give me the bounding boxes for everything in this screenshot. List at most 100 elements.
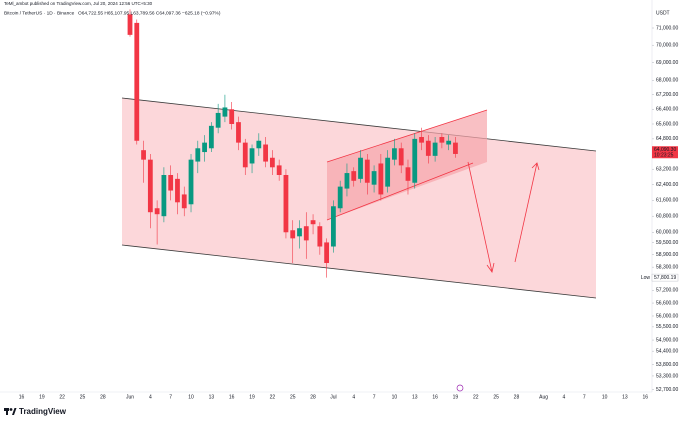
countdown: 10:23:25 [654, 152, 674, 158]
y-tick-label: 59,500.00 [656, 240, 678, 246]
y-tick-label: 57,200.00 [656, 288, 678, 294]
x-tick-label: 7 [373, 394, 376, 400]
candle-body [141, 150, 146, 160]
candle-body [371, 171, 377, 185]
candle-body [385, 157, 391, 187]
x-tick-label: 16 [229, 394, 235, 400]
x-tick-label: 19 [453, 394, 459, 400]
candle-body [405, 167, 411, 181]
candle-body [317, 226, 323, 247]
candle-body [269, 157, 275, 168]
x-tick-label: Aug [539, 394, 548, 400]
wedge-bottom [326, 162, 474, 221]
candle-body [453, 142, 458, 154]
x-tick-label: 25 [80, 394, 86, 400]
channel-top [121, 97, 597, 152]
candle-body [181, 194, 187, 209]
x-tick-label: 19 [249, 394, 255, 400]
candle-body [134, 22, 140, 141]
candle-body [256, 140, 262, 149]
candle-body [127, 14, 133, 35]
x-tick-label: 7 [583, 394, 586, 400]
y-tick-label: 52,700.00 [656, 387, 678, 393]
candle-body [364, 159, 370, 183]
y-tick-label: 63,200.00 [656, 167, 678, 173]
y-tick-label: 65,600.00 [656, 121, 678, 127]
wedge-top [326, 109, 488, 163]
y-tick-label: 62,400.00 [656, 182, 678, 188]
event-icon[interactable] [456, 384, 464, 392]
candle-body [276, 165, 282, 175]
y-tick-label: 58,300.00 [656, 264, 678, 270]
projection-arrows [467, 161, 540, 273]
candle-body [337, 186, 343, 209]
candle-body [215, 112, 221, 128]
x-tick-label: 4 [563, 394, 566, 400]
x-tick-label: 25 [493, 394, 499, 400]
brand-name: TradingView [19, 407, 67, 416]
y-tick-label: 66,400.00 [656, 107, 678, 113]
x-tick-label: 28 [310, 394, 316, 400]
brand-logo [4, 408, 17, 415]
x-tick-label: 13 [412, 394, 418, 400]
last-price: 64,090.30 [654, 147, 676, 153]
candle-body [154, 208, 160, 215]
low-marker-label: 57,800.19 [654, 275, 676, 281]
x-tick-label: 13 [622, 394, 628, 400]
candle-body [175, 178, 180, 203]
candle-body [168, 174, 174, 191]
y-tick-label: 53,800.00 [656, 362, 678, 368]
x-tick-label: 16 [19, 394, 25, 400]
x-tick-label: Jun [126, 394, 134, 400]
ohlc: O64,722.55 H65,107.95 L63,789.56 C64,097… [78, 10, 221, 16]
x-tick-label: 28 [100, 394, 106, 400]
y-tick-label: 61,600.00 [656, 198, 678, 204]
y-tick-label: 67,200.00 [656, 92, 678, 98]
candle-body [331, 206, 336, 247]
currency: USDT [656, 10, 670, 16]
candle-body [412, 138, 418, 183]
candles [127, 9, 458, 278]
low-marker-box [651, 273, 679, 282]
x-tick-label: 10 [602, 394, 608, 400]
candle-body [263, 144, 268, 162]
x-tick-label: 16 [642, 394, 648, 400]
y-tick-label: 68,000.00 [656, 78, 678, 84]
published-note: TeMl_ambot published on TradingView.com,… [4, 1, 153, 6]
candle-body [202, 142, 207, 153]
x-tick-label: Jul [330, 394, 336, 400]
candle-body [432, 142, 438, 156]
x-tick-label: 28 [514, 394, 520, 400]
candle-body [290, 230, 296, 239]
candle-body [208, 125, 214, 149]
channel-bottom [121, 244, 597, 299]
x-tick-label: 16 [432, 394, 438, 400]
x-tick-label: 22 [270, 394, 276, 400]
y-tick-label: 55,500.00 [656, 324, 678, 330]
y-tick-label: 58,900.00 [656, 252, 678, 258]
x-tick-label: 7 [169, 394, 172, 400]
x-tick-label: 10 [188, 394, 194, 400]
candle-body [303, 226, 309, 241]
y-tick-label: 70,000.00 [656, 43, 678, 49]
candle-body [310, 220, 316, 225]
candle-body [195, 148, 201, 162]
x-tick-label: 13 [209, 394, 215, 400]
y-tick-label: 53,300.00 [656, 373, 678, 379]
low-marker-text: Low [641, 275, 651, 281]
candle-body [222, 107, 228, 117]
candle-body [446, 140, 452, 145]
candle-body [378, 163, 384, 195]
y-tick-label: 54,900.00 [656, 337, 678, 343]
y-tick-label: 71,000.00 [656, 25, 678, 31]
candle-body [297, 228, 302, 237]
x-tick-label: 10 [392, 394, 398, 400]
y-tick-label: 69,000.00 [656, 60, 678, 66]
candle-body [242, 142, 248, 168]
x-tick-label: 25 [290, 394, 296, 400]
x-tick-label: 22 [59, 394, 65, 400]
candle-body [249, 148, 255, 164]
x-tick-label: 19 [39, 394, 45, 400]
candle-body [419, 137, 424, 143]
